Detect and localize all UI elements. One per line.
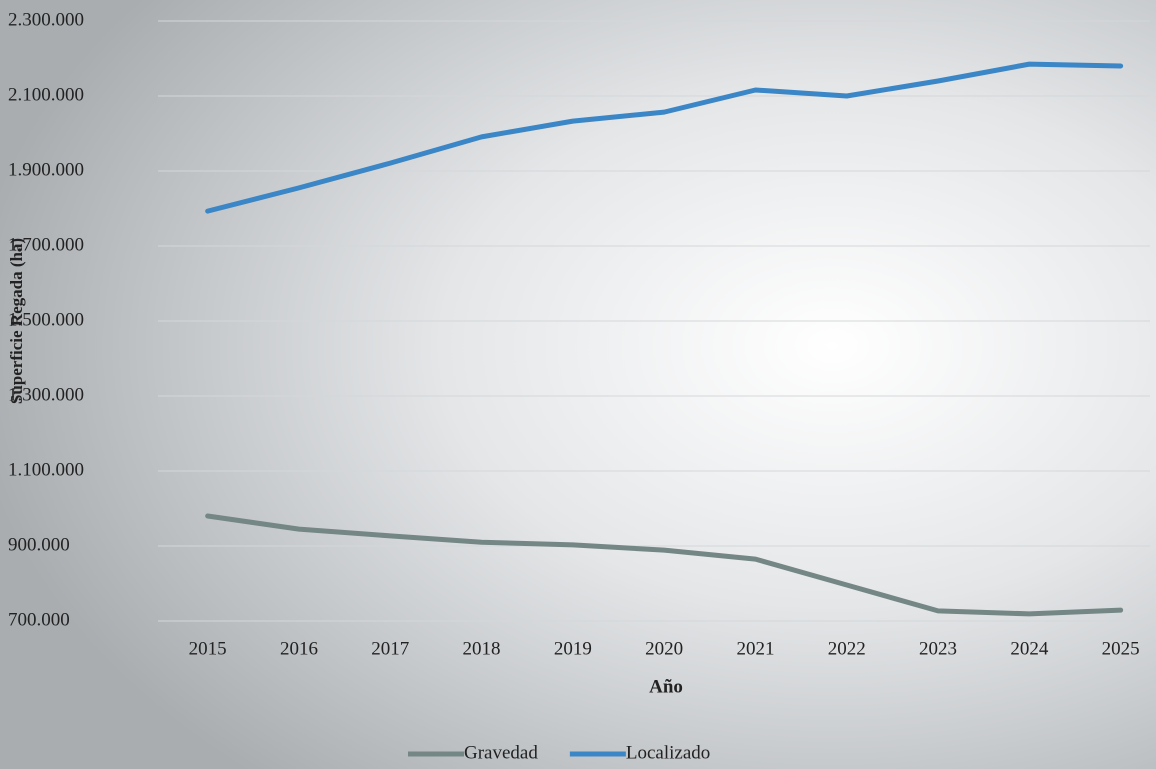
- x-tick-label: 2024: [1010, 638, 1049, 659]
- y-axis-title: Superficie Regada (ha): [7, 238, 26, 404]
- legend-label: Localizado: [626, 742, 710, 763]
- x-tick-label: 2021: [736, 638, 774, 659]
- x-axis-title: Año: [649, 676, 683, 697]
- y-tick-label: 2.300.000: [8, 9, 84, 30]
- x-tick-label: 2016: [280, 638, 318, 659]
- y-tick-label: 900.000: [8, 534, 70, 555]
- x-tick-label: 2023: [919, 638, 957, 659]
- y-tick-label: 1.700.000: [8, 234, 84, 255]
- line-series: [205, 61, 1124, 214]
- x-tick-label: 2022: [828, 638, 866, 659]
- y-tick-label: 1.100.000: [8, 459, 84, 480]
- y-tick-label: 2.100.000: [8, 84, 84, 105]
- y-tick-label: 700.000: [8, 609, 70, 630]
- line-series: [205, 513, 1124, 617]
- y-tick-label: 1.500.000: [8, 309, 84, 330]
- y-tick-label: 1.300.000: [8, 384, 84, 405]
- x-tick-label: 2020: [645, 638, 683, 659]
- x-tick-label: 2015: [189, 638, 227, 659]
- x-tick-label: 2025: [1102, 638, 1140, 659]
- y-tick-label: 1.900.000: [8, 159, 84, 180]
- x-tick-label: 2017: [371, 638, 409, 659]
- x-tick-label: 2019: [554, 638, 592, 659]
- x-tick-label: 2018: [463, 638, 501, 659]
- legend-label: Gravedad: [464, 742, 538, 763]
